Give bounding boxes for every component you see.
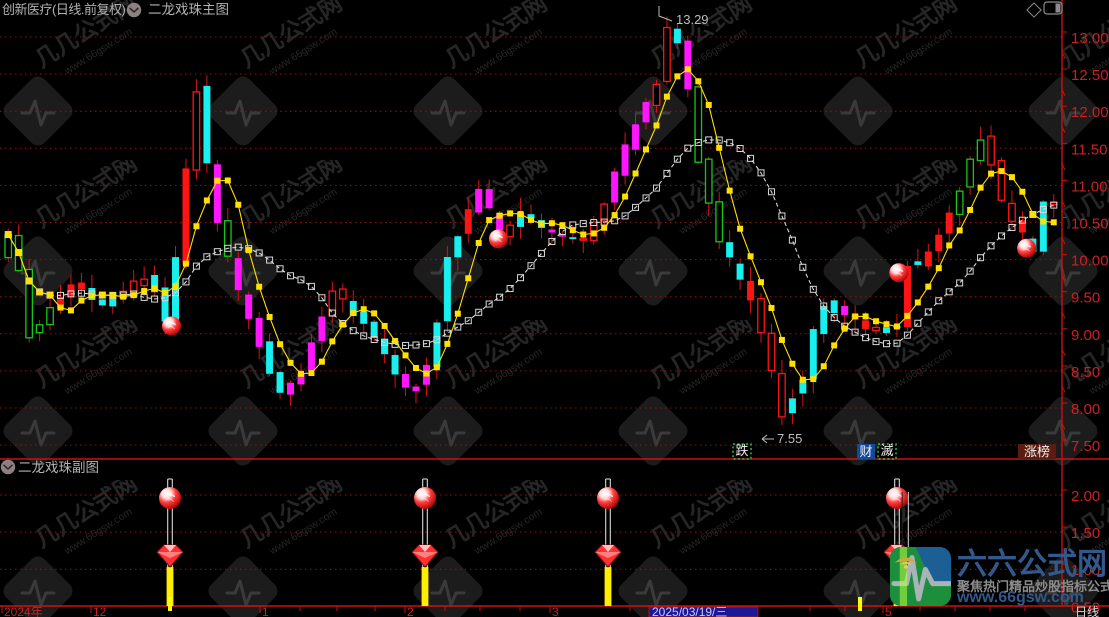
- svg-text:1: 1: [262, 605, 269, 617]
- svg-text:六六公式网: 六六公式网: [957, 548, 1107, 581]
- svg-text:13.00: 13.00: [1071, 30, 1109, 47]
- svg-text:8.00: 8.00: [1071, 401, 1100, 418]
- svg-text:8.50: 8.50: [1071, 364, 1100, 381]
- svg-text:财: 财: [859, 444, 872, 459]
- svg-text:二龙戏珠副图: 二龙戏珠副图: [18, 460, 99, 475]
- svg-text:13.29: 13.29: [676, 12, 709, 27]
- svg-text:10.50: 10.50: [1071, 216, 1109, 233]
- svg-text:12: 12: [93, 605, 107, 617]
- svg-text:日线: 日线: [1075, 605, 1099, 617]
- svg-text:2024年: 2024年: [4, 605, 43, 617]
- svg-text:10.00: 10.00: [1071, 253, 1109, 270]
- svg-text:1.50: 1.50: [1071, 525, 1100, 542]
- svg-text:7.50: 7.50: [1071, 438, 1100, 455]
- svg-text:2.00: 2.00: [1071, 488, 1100, 505]
- svg-text:11.50: 11.50: [1071, 141, 1107, 158]
- svg-text:11.00: 11.00: [1071, 178, 1107, 195]
- svg-text:3: 3: [552, 605, 559, 617]
- svg-text:12.00: 12.00: [1071, 104, 1109, 121]
- svg-text:12.50: 12.50: [1071, 67, 1109, 84]
- svg-text:滅: 滅: [880, 443, 893, 458]
- svg-text:2025/03/19/三: 2025/03/19/三: [652, 605, 727, 617]
- svg-text:9.00: 9.00: [1071, 327, 1100, 344]
- svg-text:2: 2: [407, 605, 414, 617]
- svg-text:涨榜: 涨榜: [1024, 444, 1050, 459]
- svg-text:跌: 跌: [735, 443, 748, 458]
- svg-text:9.50: 9.50: [1071, 290, 1100, 307]
- svg-text:www.66gsw.com: www.66gsw.com: [956, 589, 1084, 606]
- svg-text:创新医疗(日线.前复权): 创新医疗(日线.前复权): [2, 2, 125, 17]
- svg-text:7.55: 7.55: [777, 431, 802, 446]
- svg-text:二龙戏珠主图: 二龙戏珠主图: [148, 2, 229, 17]
- svg-text:5: 5: [885, 605, 892, 617]
